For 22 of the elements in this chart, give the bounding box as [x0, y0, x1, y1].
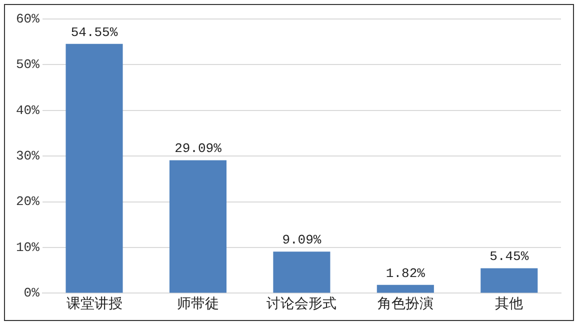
data-label: 9.09% [282, 232, 322, 248]
y-tick-label: 30% [16, 148, 40, 164]
data-label: 1.82% [386, 266, 426, 281]
bar [66, 44, 123, 293]
data-label: 5.45% [490, 249, 529, 264]
x-tick-label: 课堂讲授 [66, 296, 122, 312]
data-label: 29.09% [174, 141, 222, 156]
y-tick-label: 20% [16, 194, 40, 210]
y-tick-label: 50% [16, 57, 40, 72]
x-tick-label: 角色扮演 [377, 296, 434, 312]
y-tick-label: 60% [16, 11, 40, 26]
bar [169, 160, 227, 293]
y-tick-label: 0% [24, 286, 40, 301]
x-tick-label: 师带徒 [176, 296, 219, 312]
x-tick-label: 其他 [495, 296, 524, 312]
data-label: 54.55% [70, 24, 118, 40]
y-tick-label: 40% [16, 102, 40, 118]
y-tick-label: 10% [16, 240, 40, 255]
bar [376, 284, 434, 293]
bar [480, 268, 538, 293]
bar [273, 252, 330, 293]
x-tick-label: 讨论会形式 [266, 296, 337, 312]
